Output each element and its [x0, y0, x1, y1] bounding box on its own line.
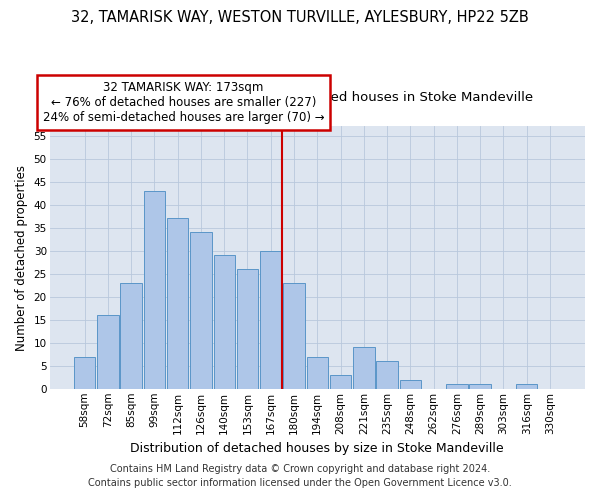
Bar	[260, 250, 281, 389]
Bar	[283, 283, 305, 389]
Bar	[74, 356, 95, 389]
Bar	[353, 348, 374, 389]
Bar	[237, 269, 258, 389]
Bar	[214, 256, 235, 389]
Bar	[330, 375, 351, 389]
Bar	[376, 361, 398, 389]
Bar	[190, 232, 212, 389]
Bar	[400, 380, 421, 389]
Bar	[97, 315, 119, 389]
Text: 32 TAMARISK WAY: 173sqm
← 76% of detached houses are smaller (227)
24% of semi-d: 32 TAMARISK WAY: 173sqm ← 76% of detache…	[43, 81, 325, 124]
Bar	[446, 384, 467, 389]
Y-axis label: Number of detached properties: Number of detached properties	[15, 164, 28, 350]
Bar	[144, 191, 165, 389]
Bar	[121, 283, 142, 389]
Text: 32, TAMARISK WAY, WESTON TURVILLE, AYLESBURY, HP22 5ZB: 32, TAMARISK WAY, WESTON TURVILLE, AYLES…	[71, 10, 529, 25]
Bar	[307, 356, 328, 389]
Bar	[516, 384, 538, 389]
Bar	[469, 384, 491, 389]
Bar	[167, 218, 188, 389]
Title: Size of property relative to detached houses in Stoke Mandeville: Size of property relative to detached ho…	[102, 92, 533, 104]
X-axis label: Distribution of detached houses by size in Stoke Mandeville: Distribution of detached houses by size …	[130, 442, 504, 455]
Text: Contains HM Land Registry data © Crown copyright and database right 2024.
Contai: Contains HM Land Registry data © Crown c…	[88, 464, 512, 487]
